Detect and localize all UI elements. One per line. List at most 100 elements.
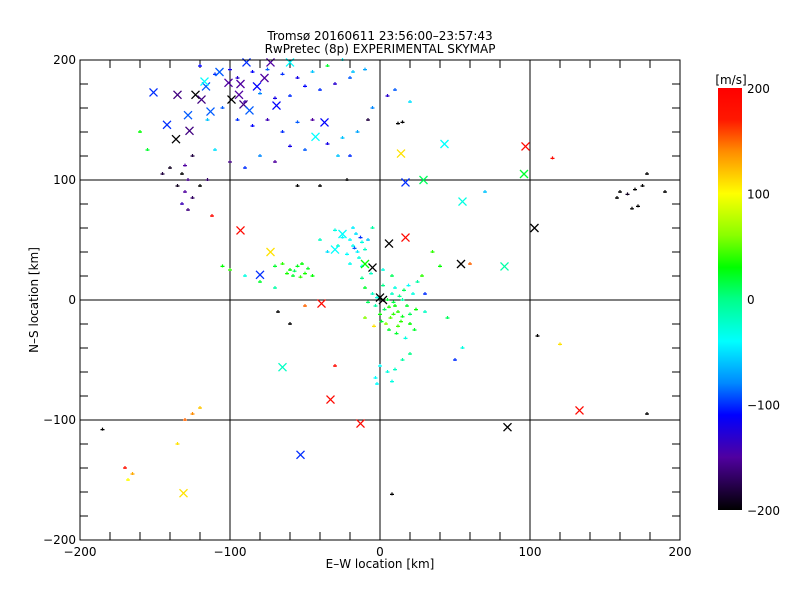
data-cross-marker <box>171 134 181 144</box>
data-cross-marker <box>245 105 254 115</box>
data-dot <box>408 100 412 103</box>
data-dot <box>183 163 187 167</box>
data-cross-marker <box>440 139 449 149</box>
data-dot <box>382 307 387 311</box>
colorbar-tick-label: 100 <box>747 188 770 202</box>
data-dot <box>355 250 360 253</box>
y-tick-label: −200 <box>43 533 76 547</box>
data-cross-marker <box>503 422 512 432</box>
data-cross-marker <box>456 259 466 269</box>
data-dot <box>423 292 427 295</box>
data-dot <box>379 319 384 323</box>
data-dot <box>633 187 637 191</box>
data-dot <box>160 172 165 175</box>
data-dot <box>145 148 150 151</box>
data-dot <box>325 250 330 253</box>
data-dot <box>645 172 649 175</box>
data-dot <box>351 226 355 229</box>
data-dot <box>228 67 232 71</box>
data-points <box>100 57 667 498</box>
data-cross-marker <box>272 101 281 111</box>
data-dot <box>390 292 394 295</box>
data-dot <box>306 266 310 270</box>
y-tick-label: −100 <box>43 413 76 427</box>
data-dot <box>535 334 540 337</box>
colorbar-tick-label: 0 <box>747 293 755 307</box>
data-dot <box>625 192 630 196</box>
x-axis-label: E–W location [km] <box>326 557 435 571</box>
data-dot <box>123 466 127 469</box>
y-tick-label: 100 <box>53 173 76 187</box>
data-dot <box>363 67 367 71</box>
data-dot <box>400 120 405 124</box>
data-dot <box>310 118 315 121</box>
data-dot <box>348 154 352 157</box>
data-dot <box>190 412 195 415</box>
data-dot <box>183 190 187 193</box>
data-dot <box>369 271 373 275</box>
data-dot <box>288 144 292 148</box>
data-cross-marker <box>149 87 158 97</box>
data-dot <box>366 118 370 121</box>
data-dot <box>370 106 375 109</box>
data-dot <box>175 442 180 445</box>
data-dot <box>390 379 394 383</box>
plot-frame <box>79 59 681 541</box>
data-dot <box>292 269 297 273</box>
data-dot <box>130 472 135 475</box>
data-dot <box>126 478 130 481</box>
data-dot <box>414 307 418 311</box>
data-dot <box>423 310 427 313</box>
data-cross-marker <box>260 73 269 83</box>
data-cross-marker <box>530 223 539 233</box>
data-dot <box>483 190 487 193</box>
data-dot <box>663 190 667 193</box>
data-dot <box>310 70 315 73</box>
data-dot <box>213 148 217 151</box>
data-dot <box>348 238 352 241</box>
data-dot <box>273 96 277 100</box>
data-dot <box>273 286 277 289</box>
data-dot <box>190 154 195 157</box>
data-dot <box>394 331 399 335</box>
data-dot <box>363 247 367 251</box>
data-dot <box>183 418 187 421</box>
data-cross-marker <box>236 225 245 235</box>
data-dot <box>318 88 322 91</box>
data-dot <box>198 184 202 187</box>
data-dot <box>453 358 457 361</box>
data-dot <box>168 166 172 169</box>
x-tick-label: 0 <box>376 545 384 559</box>
data-dot <box>352 246 357 250</box>
data-dot <box>348 76 352 79</box>
data-dot <box>405 304 409 307</box>
data-dot <box>406 283 411 287</box>
data-dot <box>550 156 555 160</box>
data-dot <box>348 262 352 265</box>
data-dot <box>235 76 240 79</box>
data-dot <box>396 324 400 328</box>
grid-lines <box>80 60 680 540</box>
data-cross-marker <box>200 77 209 87</box>
data-dot <box>400 358 405 361</box>
data-dot <box>445 316 450 319</box>
data-dot <box>310 274 315 277</box>
data-dot <box>375 295 379 299</box>
data-dot <box>381 268 385 271</box>
data-dot <box>403 336 408 340</box>
data-dot <box>393 286 397 289</box>
data-dot <box>345 178 349 181</box>
data-dot <box>250 70 255 73</box>
data-dot <box>387 305 391 309</box>
data-dot <box>180 172 184 175</box>
data-cross-marker <box>162 120 172 130</box>
data-dot <box>333 364 337 367</box>
data-dot <box>228 160 232 163</box>
data-dot <box>400 298 405 301</box>
data-dot <box>393 88 397 91</box>
data-dot <box>180 202 184 205</box>
data-dot <box>370 292 375 295</box>
colorbar-tick-labels: 200 100 0 −100 −200 <box>747 82 780 518</box>
data-dot <box>378 312 382 316</box>
